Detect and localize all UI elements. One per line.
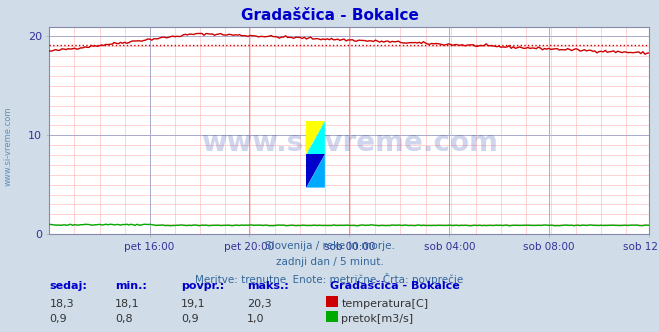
Text: 0,9: 0,9 [181, 314, 199, 324]
Text: Gradaščica - Bokalce: Gradaščica - Bokalce [330, 281, 459, 290]
Text: 0,8: 0,8 [115, 314, 133, 324]
Polygon shape [306, 121, 325, 154]
Polygon shape [306, 121, 325, 154]
Text: sedaj:: sedaj: [49, 281, 87, 290]
Text: 18,1: 18,1 [115, 299, 140, 309]
Text: min.:: min.: [115, 281, 147, 290]
Text: zadnji dan / 5 minut.: zadnji dan / 5 minut. [275, 257, 384, 267]
Text: 18,3: 18,3 [49, 299, 74, 309]
Text: 20,3: 20,3 [247, 299, 272, 309]
Text: 0,9: 0,9 [49, 314, 67, 324]
Text: www.si-vreme.com: www.si-vreme.com [201, 129, 498, 157]
Text: 1,0: 1,0 [247, 314, 265, 324]
Text: povpr.:: povpr.: [181, 281, 225, 290]
Text: temperatura[C]: temperatura[C] [341, 299, 428, 309]
Text: pretok[m3/s]: pretok[m3/s] [341, 314, 413, 324]
Text: Meritve: trenutne  Enote: metrične  Črta: povprečje: Meritve: trenutne Enote: metrične Črta: … [195, 273, 464, 285]
Text: Gradaščica - Bokalce: Gradaščica - Bokalce [241, 8, 418, 23]
Polygon shape [306, 154, 325, 188]
Polygon shape [306, 154, 325, 188]
Text: maks.:: maks.: [247, 281, 289, 290]
Text: 19,1: 19,1 [181, 299, 206, 309]
Text: www.si-vreme.com: www.si-vreme.com [3, 106, 13, 186]
Text: Slovenija / reke in morje.: Slovenija / reke in morje. [264, 241, 395, 251]
